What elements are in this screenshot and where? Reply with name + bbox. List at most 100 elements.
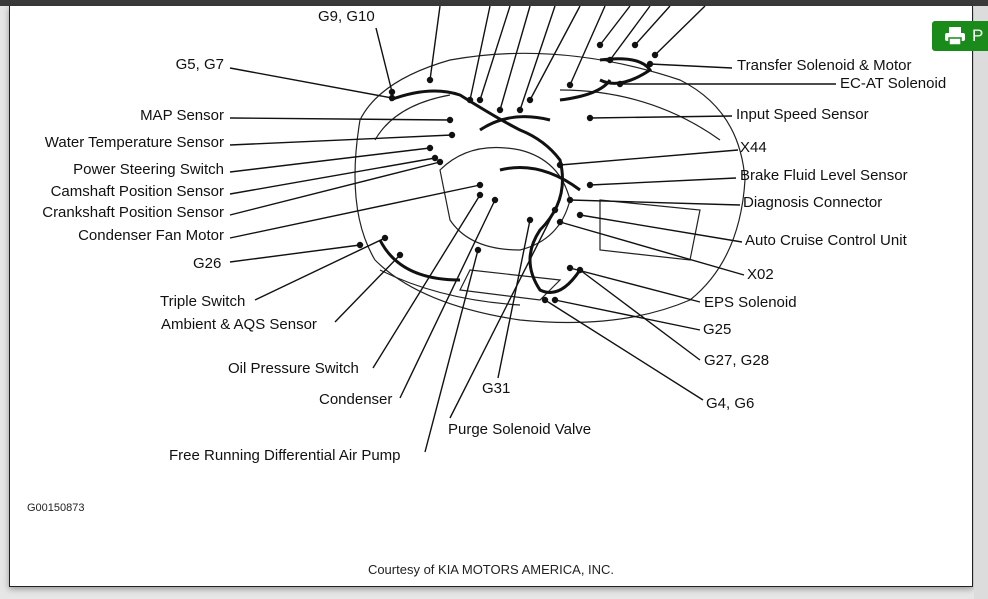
courtesy-caption: Courtesy of KIA MOTORS AMERICA, INC. <box>367 562 615 577</box>
leader-arrowhead <box>496 106 504 114</box>
label-condenser-fan-motor: Condenser Fan Motor <box>78 227 224 244</box>
leader-arrowhead <box>566 196 574 204</box>
leader-line <box>229 67 393 99</box>
leader-line <box>579 269 701 361</box>
leader-arrowhead <box>388 94 396 102</box>
label-g27-g28: G27, G28 <box>704 352 770 369</box>
leader-arrowhead <box>651 51 659 59</box>
figure-id: G00150873 <box>27 502 85 514</box>
leader-line <box>497 219 531 379</box>
label-g9-g10: G9, G10 <box>318 8 375 25</box>
label-g5-g7: G5, G7 <box>175 56 224 73</box>
leader-line <box>399 199 496 399</box>
label-x02: X02 <box>747 266 774 283</box>
print-button-label: P <box>972 26 984 45</box>
label-input-speed-sensor: Input Speed Sensor <box>736 106 869 123</box>
leader-arrowhead <box>431 154 439 162</box>
leader-line <box>649 63 733 69</box>
leader-line <box>254 237 386 301</box>
leader-arrowhead <box>596 41 604 49</box>
leader-arrowhead <box>586 114 594 122</box>
leader-line <box>559 149 739 166</box>
label-purge-solenoid-valve: Purge Solenoid Valve <box>448 421 592 438</box>
wire-harness <box>378 57 653 294</box>
leader-line <box>229 244 361 263</box>
leader-line <box>229 147 431 173</box>
scrollbar[interactable] <box>974 6 988 599</box>
label-eps-solenoid: EPS Solenoid <box>704 294 797 311</box>
leader-arrowhead <box>616 80 624 88</box>
label-oil-pressure-switch: Oil Pressure Switch <box>228 360 359 377</box>
leader-arrowhead <box>566 264 574 272</box>
leader-arrowhead <box>476 191 484 199</box>
leader-arrowhead <box>491 196 499 204</box>
leader-arrowhead <box>556 218 564 226</box>
leader-arrowhead <box>446 116 454 124</box>
leader-arrowhead <box>474 246 482 254</box>
leader-line <box>229 157 436 195</box>
leader-arrowhead <box>356 241 364 249</box>
leader-line <box>529 5 581 101</box>
leader-arrowhead <box>631 41 639 49</box>
leader-arrowhead <box>551 206 559 214</box>
leader-arrowhead <box>526 216 534 224</box>
leader-line <box>372 194 481 369</box>
leader-line <box>469 5 491 101</box>
browser-top-bar <box>0 0 988 6</box>
leader-line <box>334 254 401 323</box>
leader-line <box>589 177 737 186</box>
label-g31: G31 <box>482 380 511 397</box>
leader-arrowhead <box>466 96 474 104</box>
leader-line <box>229 184 481 239</box>
leader-line <box>599 5 631 46</box>
label-diagnosis-connector: Diagnosis Connector <box>743 194 883 211</box>
leader-arrowhead <box>448 131 456 139</box>
leader-arrowhead <box>476 96 484 104</box>
leader-arrowhead <box>388 88 396 96</box>
print-button[interactable]: P <box>932 21 988 51</box>
leader-line <box>609 5 651 61</box>
label-g25: G25 <box>703 321 732 338</box>
leader-line <box>429 5 441 81</box>
label-ec-at-solenoid: EC-AT Solenoid <box>840 75 947 92</box>
leader-arrowhead <box>646 60 654 68</box>
leader-line <box>229 161 441 216</box>
leader-arrowhead <box>576 266 584 274</box>
label-auto-cruise-control-unit: Auto Cruise Control Unit <box>745 232 907 249</box>
leader-line <box>654 5 706 56</box>
leader-line <box>579 214 743 243</box>
diagram-panel <box>9 6 973 587</box>
leader-line <box>569 199 741 206</box>
leader-line <box>544 299 704 401</box>
leader-arrowhead <box>566 81 574 89</box>
leader-arrowhead <box>476 181 484 189</box>
label-brake-fluid-level-sensor: Brake Fluid Level Sensor <box>740 167 908 184</box>
leader-arrowhead <box>426 144 434 152</box>
leader-arrowhead <box>426 76 434 84</box>
leader-arrowhead <box>381 234 389 242</box>
label-water-temperature-sensor: Water Temperature Sensor <box>44 134 224 151</box>
leader-arrowhead <box>526 96 534 104</box>
label-transfer-solenoid-motor: Transfer Solenoid & Motor <box>737 57 912 74</box>
leader-arrowhead <box>576 211 584 219</box>
leader-line <box>589 115 733 119</box>
label-free-running-air-pump: Free Running Differential Air Pump <box>169 447 401 464</box>
leader-line <box>554 299 701 331</box>
leader-line <box>479 5 511 101</box>
label-condenser: Condenser <box>319 391 393 408</box>
leader-arrowhead <box>541 296 549 304</box>
label-triple-switch: Triple Switch <box>160 293 246 310</box>
label-g26: G26 <box>193 255 222 272</box>
leader-arrowhead <box>606 56 614 64</box>
leader-line <box>449 209 556 419</box>
leader-arrowhead <box>586 181 594 189</box>
label-g4-g6: G4, G6 <box>706 395 755 412</box>
label-x44: X44 <box>740 139 767 156</box>
leader-arrowhead <box>516 106 524 114</box>
leader-line <box>229 134 453 146</box>
label-crankshaft-position-sensor: Crankshaft Position Sensor <box>42 204 224 221</box>
leader-line <box>229 117 451 121</box>
leader-arrowhead <box>436 158 444 166</box>
label-power-steering-switch: Power Steering Switch <box>73 161 224 178</box>
